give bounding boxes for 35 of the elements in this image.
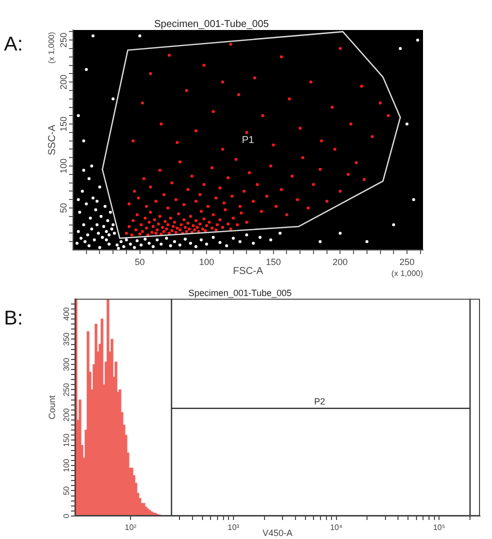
y-tick-label: 150 [62, 433, 72, 447]
text: (x 1,000) [47, 32, 56, 64]
chart-title: Specimen_001-Tube_005 [188, 288, 292, 298]
annotation: P1 [242, 134, 255, 146]
annotation: P2 [314, 396, 326, 406]
y-tick-label: 200 [62, 408, 72, 422]
y-tick-label: 100 [62, 458, 72, 472]
y-tick-label: 200 [58, 74, 68, 90]
x-tick-label: 150 [266, 256, 281, 267]
x-tick-label: 200 [332, 256, 348, 267]
y-tick-label: 0 [62, 513, 72, 518]
y-tick-label: 250 [62, 382, 72, 396]
y-axis-title: Count [46, 394, 57, 420]
x-axis-title: V450-A [262, 528, 293, 538]
text: (x 1,000) [391, 269, 424, 278]
text: B: [4, 308, 23, 330]
x-tick-label: 10³ [228, 523, 240, 532]
chart-title: Specimen_001-Tube_005 [154, 18, 270, 30]
y-tick-label: 250 [58, 32, 68, 48]
text: A: [4, 34, 23, 56]
y-tick-label: 100 [58, 158, 68, 174]
x-tick-label: 250 [399, 256, 414, 267]
x-tick-label: 50 [134, 256, 145, 267]
y-tick-label: 400 [62, 306, 72, 321]
x-axis-title: FSC-A [233, 266, 264, 277]
y-tick-label: 50 [62, 486, 72, 496]
y-tick-label: 50 [58, 203, 68, 214]
x-tick-label: 10² [124, 523, 137, 532]
y-tick-label: 150 [58, 116, 68, 132]
y-tick-label: 300 [62, 357, 72, 372]
y-tick-label: 350 [62, 332, 72, 346]
y-axis-title: SSC-A [46, 124, 58, 156]
x-tick-label: 100 [199, 256, 214, 267]
x-tick-label: 10⁵ [432, 523, 446, 532]
x-tick-label: 10⁴ [330, 523, 343, 532]
